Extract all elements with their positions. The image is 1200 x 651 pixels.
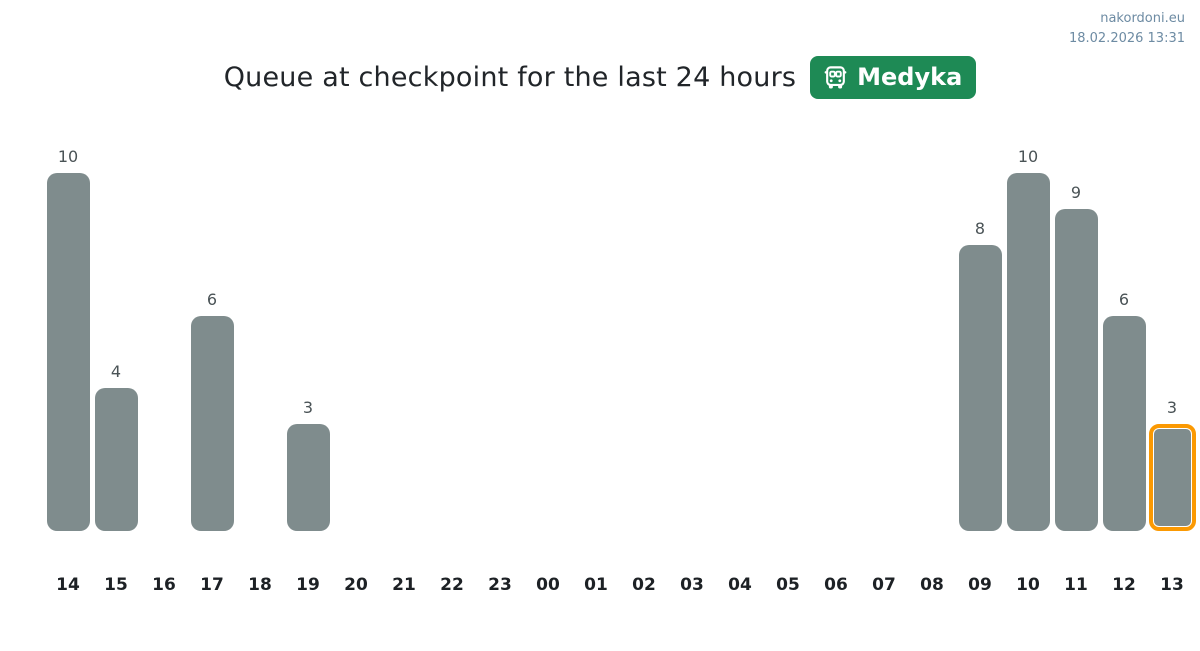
title-row: Queue at checkpoint for the last 24 hour… — [0, 0, 1200, 99]
bar-value-label: 4 — [110, 362, 122, 381]
x-axis-label-06: 06 — [824, 575, 848, 595]
queue-bar[interactable] — [958, 245, 1002, 531]
bar-value-label: 3 — [302, 398, 314, 417]
x-axis-label-15: 15 — [104, 575, 128, 595]
xaxis-row: 14 15 16 17 18 19 20 21 22 23 00 01 02 03 04 05 06 07 08 09… — [44, 575, 1196, 595]
queue-bar[interactable] — [190, 316, 234, 531]
bar-slot-14: 10 — [44, 149, 92, 531]
queue-bar[interactable] — [1102, 316, 1146, 531]
bar-slot-12: 6 — [1100, 292, 1148, 531]
bar-value-label: 3 — [1166, 398, 1178, 417]
x-axis-label-18: 18 — [248, 575, 272, 595]
x-axis-label-20: 20 — [344, 575, 368, 595]
queue-bar-current-hour[interactable] — [1148, 424, 1196, 531]
bus-icon — [822, 64, 849, 91]
bar-value-label: 9 — [1070, 183, 1082, 202]
x-axis-label-16: 16 — [152, 575, 176, 595]
timestamp: 18.02.2026 13:31 — [1068, 31, 1185, 47]
bar-value-label: 8 — [974, 219, 986, 238]
x-axis-label-12: 12 — [1112, 575, 1136, 595]
page-title: Queue at checkpoint for the last 24 hour… — [223, 62, 797, 93]
x-axis-label-10: 10 — [1016, 575, 1040, 595]
bar-slot-13: 3 — [1148, 400, 1196, 531]
x-axis-label-22: 22 — [440, 575, 464, 595]
x-axis-label-14: 14 — [56, 575, 80, 595]
x-axis-label-07: 07 — [872, 575, 896, 595]
queue-bar[interactable] — [94, 388, 138, 531]
x-axis-label-02: 02 — [632, 575, 656, 595]
x-axis-label-04: 04 — [728, 575, 752, 595]
bar-slot-11: 9 — [1052, 185, 1100, 531]
bar-value-label: 6 — [206, 290, 218, 309]
queue-bar-chart: 10 4 6 3 8 10 9 6 3 14 15 16 17 18 19 20 21 22 23 00 01 02 03… — [0, 143, 1200, 595]
bar-slot-17: 6 — [188, 292, 236, 531]
checkpoint-badge-label: Medyka — [857, 63, 963, 91]
queue-bar[interactable] — [1054, 209, 1098, 531]
queue-bar[interactable] — [286, 424, 330, 531]
bars-row: 10 4 6 3 8 10 9 6 3 — [44, 143, 1196, 531]
x-axis-label-13: 13 — [1160, 575, 1184, 595]
bar-slot-19: 3 — [284, 400, 332, 531]
x-axis-label-21: 21 — [392, 575, 416, 595]
queue-bar[interactable] — [1006, 173, 1050, 531]
bar-slot-09: 8 — [956, 221, 1004, 531]
x-axis-label-03: 03 — [680, 575, 704, 595]
queue-bar[interactable] — [46, 173, 90, 531]
x-axis-label-08: 08 — [920, 575, 944, 595]
checkpoint-badge[interactable]: Medyka — [810, 56, 977, 99]
bar-slot-15: 4 — [92, 364, 140, 531]
bar-value-label: 6 — [1118, 290, 1130, 309]
header-meta: nakordoni.eu 18.02.2026 13:31 — [1069, 9, 1185, 49]
bar-value-label: 10 — [57, 147, 79, 166]
bar-slot-10: 10 — [1004, 149, 1052, 531]
x-axis-label-05: 05 — [776, 575, 800, 595]
x-axis-label-23: 23 — [488, 575, 512, 595]
x-axis-label-00: 00 — [536, 575, 560, 595]
bar-value-label: 10 — [1017, 147, 1039, 166]
x-axis-label-17: 17 — [200, 575, 224, 595]
site-name-link[interactable]: nakordoni.eu — [1100, 11, 1185, 26]
x-axis-label-19: 19 — [296, 575, 320, 595]
x-axis-label-01: 01 — [584, 575, 608, 595]
x-axis-label-09: 09 — [968, 575, 992, 595]
x-axis-label-11: 11 — [1064, 575, 1088, 595]
